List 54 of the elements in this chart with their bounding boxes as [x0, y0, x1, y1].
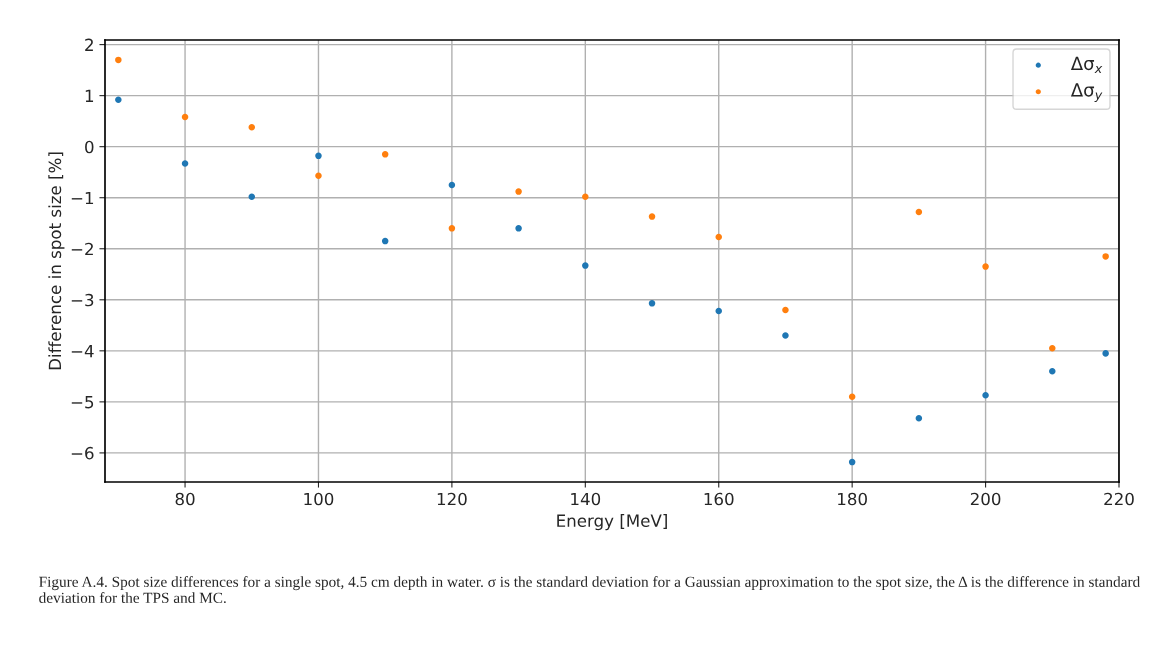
point: [1049, 367, 1056, 375]
y-tick-label: −4: [71, 345, 94, 358]
point: [982, 391, 989, 399]
point: [582, 262, 589, 269]
y-axis-title: Difference in spot size [%]: [48, 152, 65, 370]
y-tick-label: −6: [71, 446, 94, 460]
point: [848, 458, 856, 466]
legend-label: Δσ$_{y}$: [1070, 83, 1103, 103]
point: [448, 225, 456, 232]
point: [1049, 345, 1056, 352]
x-tick-label: 80: [175, 492, 195, 506]
point: [1102, 253, 1109, 260]
y-tick-label: 0: [85, 140, 94, 154]
y-tick-label: −3: [71, 293, 94, 307]
point: [782, 332, 789, 339]
point: [915, 414, 923, 422]
x-tick-label: 160: [704, 492, 734, 506]
x-tick-label: 180: [838, 492, 867, 506]
y-tick-label: −5: [71, 396, 94, 409]
text: Figure A.4. Spot size differences for a single spot, 4.5 cm depth in water. σ is the standard deviation for a Gaussian approximation to the spot size, the Δ is the difference in standard deviation for the TPS and MC.: [39, 576, 1141, 604]
x-tick-label: 200: [970, 492, 1001, 506]
point: [915, 208, 923, 216]
x-axis-title: Energy [MeV]: [557, 514, 667, 531]
point: [248, 124, 256, 131]
point: [115, 96, 122, 103]
x-tick-label: 100: [304, 492, 334, 506]
point: [782, 306, 789, 314]
x-tick-label: 120: [437, 492, 467, 506]
x-tick-label: 220: [1104, 492, 1134, 506]
y-tick-label: −2: [71, 242, 93, 256]
point: [248, 193, 256, 200]
point: [515, 225, 522, 232]
point: [448, 181, 456, 189]
y-tick-label: 2: [85, 38, 93, 51]
y-tick-label: −1: [71, 191, 94, 205]
point: [315, 172, 322, 180]
point: [582, 193, 589, 200]
x-tick-label: 140: [571, 492, 601, 506]
legend-label: Δσ$_{x}$: [1070, 56, 1103, 73]
point: [181, 160, 189, 167]
point: [1102, 350, 1109, 357]
point: [115, 56, 122, 64]
point: [848, 393, 856, 401]
point: [515, 188, 522, 195]
point: [715, 233, 722, 241]
y-tick-label: 1: [85, 89, 94, 102]
point: [982, 263, 989, 270]
point: [648, 300, 656, 307]
point: [381, 237, 389, 245]
point: [648, 213, 656, 220]
point: [315, 152, 322, 160]
point: [381, 151, 389, 158]
point: [715, 307, 722, 315]
point: [181, 113, 189, 121]
